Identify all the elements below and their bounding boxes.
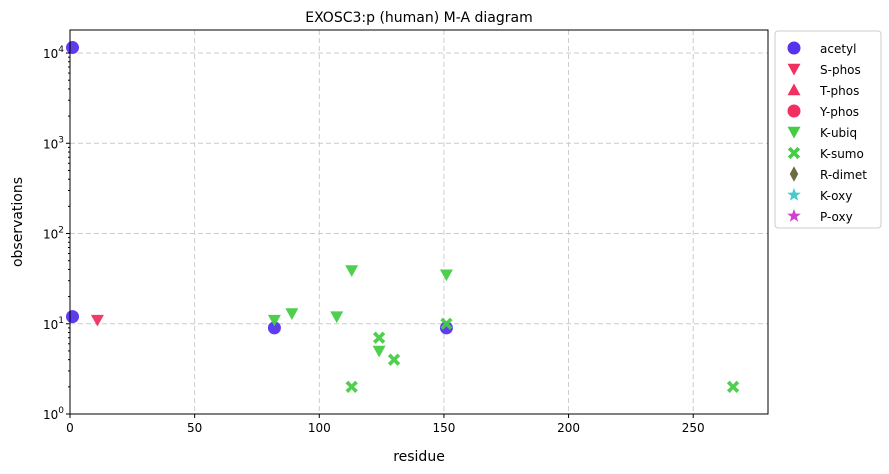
y-tick-base: 10 (43, 408, 58, 422)
y-tick-label: 100 (43, 406, 64, 422)
data-point-acetyl (65, 310, 79, 324)
x-tick-label: 250 (682, 421, 705, 435)
legend-label: K-ubiq (820, 126, 857, 140)
legend-marker-p-oxy (787, 208, 801, 222)
data-points (65, 41, 740, 394)
y-tick-exponent: 3 (58, 135, 64, 145)
legend-label: S-phos (820, 63, 861, 77)
legend-marker-k-ubiq (787, 126, 801, 139)
data-point-k-ubiq (439, 269, 453, 282)
y-tick-exponent: 4 (58, 45, 64, 55)
x-tick-label: 100 (308, 421, 331, 435)
chart-title: EXOSC3:p (human) M-A diagram (305, 10, 532, 26)
legend-marker-k-sumo (787, 146, 801, 160)
data-point-acetyl (65, 41, 79, 55)
legend-marker-t-phos (787, 83, 801, 96)
y-tick-base: 10 (43, 228, 58, 242)
data-point-k-sumo (387, 353, 401, 366)
legend-frame (774, 30, 882, 229)
data-point-k-ubiq (345, 265, 359, 277)
y-tick-label: 103 (43, 135, 64, 151)
y-tick-label: 102 (43, 226, 64, 242)
data-point-acetyl (267, 321, 281, 335)
legend-label: acetyl (820, 42, 856, 56)
data-point-k-ubiq (267, 314, 281, 327)
legend-label: K-sumo (820, 147, 864, 161)
y-tick-label: 101 (43, 316, 64, 332)
y-tick-base: 10 (43, 137, 58, 151)
data-point-s-phos (90, 314, 104, 327)
y-tick-exponent: 2 (58, 226, 64, 236)
data-point-k-sumo (345, 380, 358, 394)
data-point-k-sumo (372, 331, 386, 344)
legend-marker-r-dimet (789, 166, 799, 182)
legend-label: T-phos (819, 84, 859, 98)
data-point-k-ubiq (372, 345, 386, 358)
x-tick-label: 200 (557, 421, 580, 435)
x-tick-label: 0 (66, 421, 74, 435)
data-point-k-ubiq (285, 308, 299, 320)
x-axis-label: residue (393, 449, 445, 465)
x-axis-ticks: 0 50 100 150 200 250 (66, 414, 705, 435)
legend-marker-s-phos (787, 63, 801, 76)
data-point-k-sumo (726, 380, 740, 394)
x-tick-label: 150 (432, 421, 455, 435)
data-point-k-ubiq (330, 311, 344, 324)
plot-area-frame (69, 29, 769, 415)
grid-lines (70, 30, 768, 414)
y-tick-base: 10 (43, 318, 58, 332)
legend: acetyl S-phos T-phos Y-phos K-ubiq K-sumo R-di… (774, 30, 882, 229)
legend-label: P-oxy (820, 210, 853, 224)
y-axis-label: observations (10, 177, 26, 267)
legend-label: Y-phos (819, 105, 859, 119)
y-tick-exponent: 0 (58, 406, 64, 416)
legend-marker-acetyl (787, 41, 801, 55)
x-tick-label: 50 (187, 421, 202, 435)
legend-marker-k-oxy (787, 187, 801, 201)
legend-label: K-oxy (820, 189, 852, 203)
legend-label: R-dimet (820, 168, 867, 182)
y-tick-label: 104 (43, 45, 64, 61)
y-tick-exponent: 1 (58, 316, 64, 326)
data-point-k-sumo (440, 317, 453, 330)
y-tick-base: 10 (43, 47, 58, 61)
legend-marker-y-phos (787, 104, 801, 118)
